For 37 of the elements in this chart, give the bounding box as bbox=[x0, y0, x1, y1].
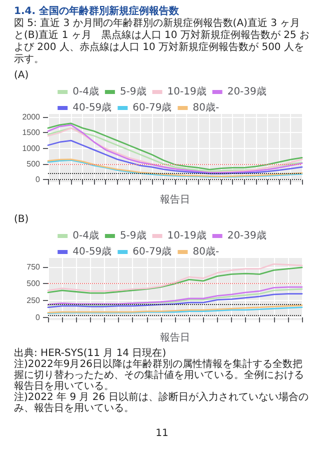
legend-label: 5-9歳 bbox=[120, 86, 146, 98]
legend-label: 40-59歳 bbox=[72, 246, 112, 258]
legend-label: 80歳- bbox=[192, 102, 220, 114]
y-tick-label: 1000 bbox=[22, 144, 41, 153]
line-series bbox=[47, 306, 303, 314]
legend-label: 60-79歳 bbox=[132, 246, 172, 258]
text: 注)2022 年 9 月 26 日以前は、診断日が入力されていない場合のみ、報告日を用いている。 bbox=[14, 392, 310, 414]
legend-label: 10-19歳 bbox=[167, 86, 206, 98]
legend-label: 40-59歳 bbox=[72, 102, 112, 114]
legend-label: 20-39歳 bbox=[227, 86, 266, 98]
legend-label: 5-9歳 bbox=[120, 230, 146, 242]
line-series bbox=[47, 140, 303, 174]
text: 1.4. 全国の年齢群別新規症例報告数 bbox=[14, 6, 180, 18]
y-tick-label: 0 bbox=[36, 175, 41, 184]
y-tick-label: 0 bbox=[36, 312, 41, 322]
y-tick-label: 500 bbox=[26, 159, 41, 168]
source-note: 出典: HER-SYS(11 月 14 日現在) bbox=[14, 348, 168, 359]
text: 図 5: 直近 3 か月間の年齢群別の新規症例報告数(A)直近 3 ヶ月と(B)直近 1 ヶ月 黒点線は人口 10 万対新規症例報告数が 25 および 200 人、赤点線は人口 10 万対新規症例報告数が 500 人を示す。 bbox=[14, 18, 310, 66]
legend-label: 80歳- bbox=[192, 246, 220, 258]
y-tick-label: 2000 bbox=[22, 112, 41, 122]
chart-title: (A) bbox=[14, 70, 30, 82]
legend-label: 0-4歳 bbox=[72, 86, 99, 98]
y-tick-label: 500 bbox=[26, 279, 41, 288]
text: 11 bbox=[154, 428, 170, 439]
x-axis-title: 報告日 bbox=[160, 332, 190, 344]
y-tick-label: 1500 bbox=[22, 128, 41, 138]
legend-label: 0-4歳 bbox=[72, 230, 99, 242]
line-series bbox=[47, 293, 303, 308]
line-series bbox=[47, 304, 303, 314]
x-axis-title: 報告日 bbox=[160, 194, 190, 206]
chart-title: (B) bbox=[14, 214, 30, 226]
legend-label: 60-79歳 bbox=[132, 102, 172, 114]
legend-label: 20-39歳 bbox=[227, 230, 266, 242]
y-tick-label: 750 bbox=[26, 262, 41, 272]
y-tick-label: 250 bbox=[26, 296, 41, 306]
legend-label: 10-19歳 bbox=[167, 230, 206, 242]
text: 注)2022年9月26日以降は年齢群別の属性情報を集計する全数把握に切り替わったため、その集計値を用いている。全例における報告日を用いている。 bbox=[14, 359, 305, 392]
